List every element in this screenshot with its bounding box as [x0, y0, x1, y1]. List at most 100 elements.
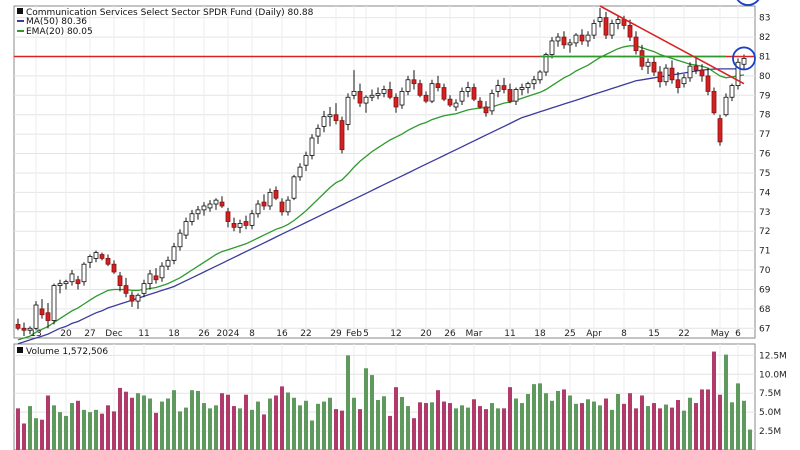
volume-bar: [514, 398, 518, 450]
candle-body: [117, 275, 123, 286]
volume-bar: [268, 398, 272, 450]
candle-body: [423, 94, 429, 102]
candle-body: [477, 100, 483, 108]
volume-bar: [28, 406, 32, 450]
price-tick-label: 77: [759, 130, 770, 140]
volume-bar: [214, 405, 218, 450]
candle-body: [195, 209, 201, 215]
volume-bar: [70, 403, 74, 450]
volume-bar: [502, 408, 506, 450]
price-tick-label: 83: [759, 14, 770, 24]
ema20-legend-label: EMA(20) 80.05: [26, 27, 93, 37]
candle-body: [21, 327, 27, 331]
candle-body: [681, 77, 687, 85]
volume-bar: [58, 412, 62, 450]
candle-body: [93, 252, 99, 259]
date-tick-label: 2024: [217, 329, 240, 339]
volume-bar: [520, 403, 524, 450]
candle-body: [657, 71, 663, 83]
candle-body: [615, 19, 621, 24]
date-tick-label: Apr: [586, 329, 602, 339]
volume-bar: [658, 408, 662, 450]
volume-tick-label: 2.5M: [759, 427, 781, 437]
candle-body: [345, 96, 351, 125]
candle-body: [411, 79, 417, 85]
candle-body: [507, 89, 513, 102]
price-tick-label: 67: [759, 324, 770, 334]
volume-bar: [580, 403, 584, 450]
volume-bar: [76, 400, 80, 450]
volume-bar: [286, 392, 290, 450]
volume-bar: [508, 387, 512, 450]
candle-body: [165, 259, 171, 267]
volume-bar: [688, 397, 692, 450]
volume-bar: [532, 384, 536, 450]
candle-body: [27, 327, 33, 331]
candle-body: [99, 254, 105, 259]
candle-body: [33, 304, 39, 329]
candle-body: [699, 69, 705, 77]
price-tick-label: 74: [759, 188, 771, 198]
candle-body: [453, 102, 459, 108]
candle-body: [597, 17, 603, 22]
candle-body: [291, 176, 297, 199]
volume-bar: [112, 411, 116, 450]
volume-bar: [232, 406, 236, 450]
volume-bar: [328, 397, 332, 450]
candle-body: [519, 87, 525, 90]
date-tick-label: 25: [564, 329, 575, 339]
date-tick-label: 16: [276, 329, 288, 339]
volume-bar: [250, 409, 254, 450]
candle-body: [171, 246, 177, 261]
candle-body: [525, 83, 531, 88]
downtrend-line: [599, 5, 745, 85]
volume-bar: [322, 401, 326, 450]
volume-bar: [484, 409, 488, 450]
volume-tick-label: 5.0M: [759, 408, 781, 418]
volume-bar: [538, 383, 542, 450]
date-tick-label: 22: [300, 329, 311, 339]
volume-bar: [40, 419, 44, 450]
candle-body: [711, 91, 717, 114]
volume-bar: [298, 405, 302, 450]
date-tick-label: 11: [504, 329, 515, 339]
price-tick-label: 71: [759, 247, 770, 257]
candle-body: [735, 61, 741, 87]
candlesticks: [15, 7, 747, 337]
candle-body: [141, 283, 147, 294]
volume-bar: [424, 403, 428, 450]
date-tick-label: Mar: [466, 329, 483, 339]
candle-body: [297, 166, 303, 178]
candle-body: [189, 213, 195, 222]
volume-bar: [382, 396, 386, 450]
candle-body: [183, 221, 189, 236]
candle-body: [489, 92, 495, 112]
candle-body: [213, 199, 219, 205]
volume-bar: [466, 407, 470, 450]
candle-body: [69, 273, 75, 283]
candle-body: [435, 83, 441, 88]
price-tick-label: 72: [759, 227, 770, 237]
chart-icon: [17, 8, 23, 14]
volume-bar: [118, 387, 122, 450]
volume-bar: [262, 414, 266, 450]
price-tick-label: 75: [759, 169, 770, 179]
date-tick-label: 12: [390, 329, 401, 339]
volume-bar: [574, 403, 578, 450]
volume-bar: [430, 402, 434, 450]
candle-body: [279, 201, 285, 213]
candle-body: [591, 23, 597, 36]
volume-bar: [148, 398, 152, 450]
volume-bar: [304, 400, 308, 450]
candle-body: [579, 34, 585, 42]
price-tick-label: 78: [759, 111, 771, 121]
candle-body: [147, 273, 153, 285]
candle-body: [741, 58, 747, 65]
volume-bar: [550, 400, 554, 450]
candle-body: [555, 36, 561, 42]
candle-body: [309, 137, 315, 156]
candle-body: [207, 203, 213, 209]
candle-body: [105, 257, 111, 265]
volume-bar: [742, 400, 746, 450]
candle-body: [651, 61, 657, 73]
